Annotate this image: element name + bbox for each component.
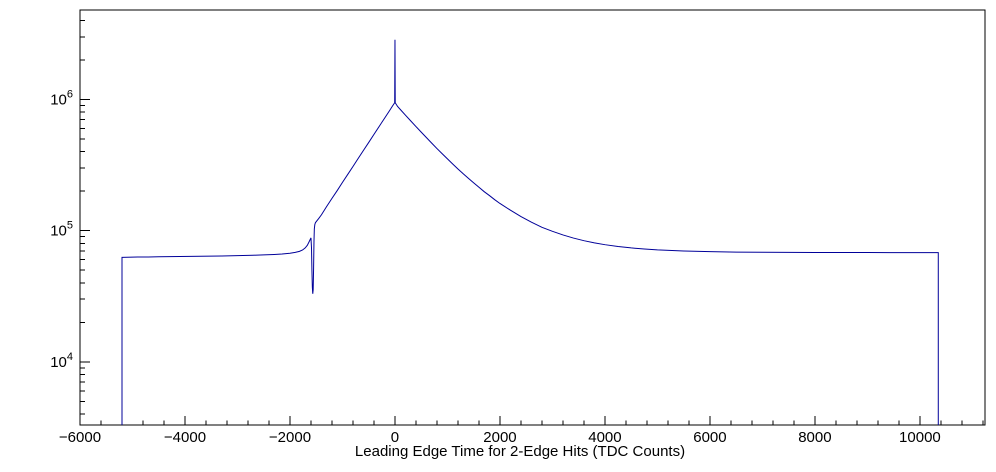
histogram-line [121, 39, 939, 425]
plot-frame [79, 9, 986, 426]
x-tick-label: 2000 [483, 429, 516, 446]
x-axis-tick-labels: −6000 −4000 −2000 0 2000 4000 6000 8000 10000 [59, 429, 941, 446]
x-axis-title: Leading Edge Time for 2-Edge Hits (TDC C… [355, 443, 685, 460]
x-axis-ticks [79, 416, 984, 425]
y-axis-ticks [80, 19, 90, 415]
x-tick-label: −4000 [164, 429, 206, 446]
x-tick-label: 6000 [693, 429, 726, 446]
y-tick-label: 106 [50, 88, 73, 108]
x-tick-label: 4000 [588, 429, 621, 446]
x-tick-label: −6000 [59, 429, 101, 446]
x-tick-label: 10000 [899, 429, 941, 446]
x-tick-label: −2000 [269, 429, 311, 446]
x-tick-label: 8000 [798, 429, 831, 446]
y-tick-label: 104 [50, 351, 73, 371]
y-axis-tick-labels: 104 105 106 [50, 88, 73, 370]
y-tick-label: 105 [50, 220, 73, 240]
x-tick-label: 0 [391, 429, 399, 446]
